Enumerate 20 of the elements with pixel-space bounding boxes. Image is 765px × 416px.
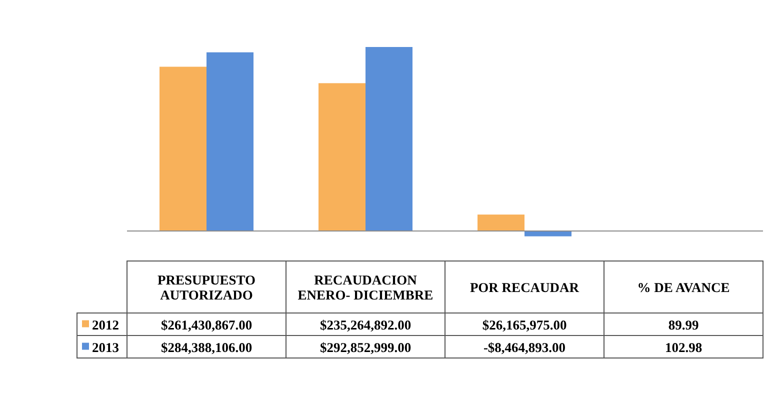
bar — [318, 83, 366, 231]
bar — [478, 214, 524, 231]
legend-label: 2012 — [92, 317, 120, 332]
x-tick-label: RECAUDACION ENERO- DICIEMBRE — [298, 272, 434, 302]
x-tick-label: PRESUPUESTO AUTORIZADO — [157, 272, 256, 302]
bar — [206, 52, 254, 231]
bar — [366, 47, 412, 231]
data-label: $284,388,106.00 — [160, 340, 252, 355]
data-label: $26,165,975.00 — [482, 317, 567, 332]
data-label: $261,430,867.00 — [160, 317, 252, 332]
legend-label: 2013 — [92, 340, 120, 355]
data-label: 89.99 — [668, 317, 699, 332]
bar — [160, 66, 206, 231]
x-tick-label: % DE AVANCE — [637, 280, 730, 295]
data-label: -$8,464,893.00 — [483, 340, 566, 355]
bar — [524, 231, 572, 236]
x-tick-label: POR RECAUDAR — [470, 280, 580, 295]
data-label: $235,264,892.00 — [320, 317, 412, 332]
data-label: $292,852,999.00 — [320, 340, 412, 355]
data-label: 102.98 — [664, 340, 702, 355]
